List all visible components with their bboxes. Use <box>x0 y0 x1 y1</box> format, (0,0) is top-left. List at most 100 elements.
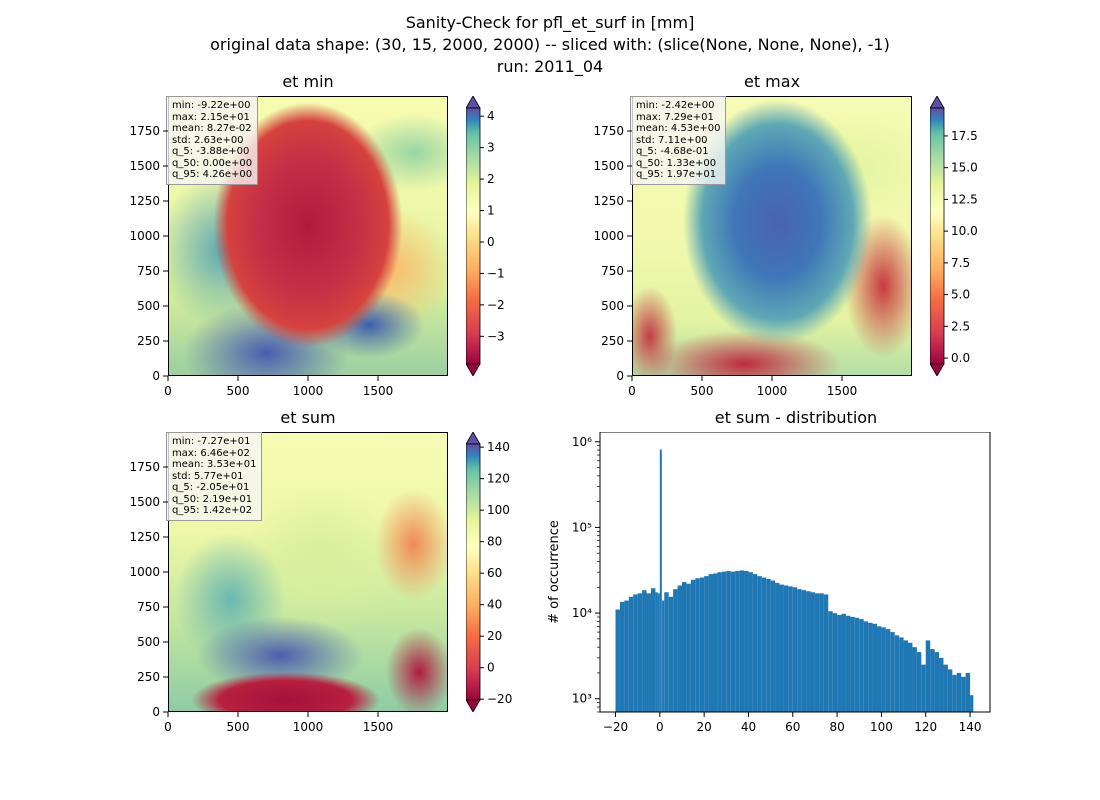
histogram-bar <box>881 627 886 712</box>
histogram-bar <box>952 674 957 712</box>
y-tick-label: 250 <box>601 334 624 348</box>
histogram-bar <box>868 622 873 712</box>
x-tick-label: 1500 <box>363 720 394 734</box>
histogram-bar <box>872 623 877 712</box>
histogram-bar <box>806 591 811 712</box>
stat-q50: q_50: 2.19e+01 <box>172 493 253 505</box>
histogram-bar <box>783 585 789 712</box>
histogram-bar <box>664 592 669 712</box>
histogram-title: et sum - distribution <box>714 408 878 427</box>
histogram-bar <box>708 574 714 712</box>
colorbar-tick-label: 2.5 <box>951 319 970 333</box>
y-tick-label: 1750 <box>593 124 624 138</box>
map-axes-et-max: 0 500 1000 1500 1750 1500 1250 1000 750 500 250 0 <box>593 124 857 398</box>
colorbar-tick-label: 2 <box>487 172 495 186</box>
x-tick-label: 0 <box>164 720 172 734</box>
colorbar-tick-label: 5.0 <box>951 288 970 302</box>
figure-title-line3: run: 2011_04 <box>496 57 604 76</box>
histogram-bar <box>726 570 731 712</box>
stat-max: max: 2.15e+01 <box>172 111 250 123</box>
y-tick-label: 750 <box>601 264 624 278</box>
stat-min: min: -2.42e+00 <box>636 100 715 111</box>
histogram-ylabel: # of occurrence <box>547 520 562 624</box>
x-tick-label: 500 <box>227 720 250 734</box>
histogram-bar <box>668 596 674 712</box>
histogram-bar <box>823 594 829 712</box>
y-tick-label: 500 <box>601 299 624 313</box>
histogram-bar <box>779 584 784 712</box>
colorbar-tick-label: 100 <box>487 503 510 517</box>
stat-q5: q_5: -3.88e+00 <box>172 146 250 157</box>
histogram-bar <box>850 616 855 712</box>
y-tick-label: 0 <box>616 369 624 383</box>
panel-title-et-sum: et sum <box>280 408 336 427</box>
x-tick-label: 20 <box>697 720 712 734</box>
colorbar-tick-label: 0 <box>487 235 495 249</box>
histogram-bar <box>876 626 882 712</box>
stats-box-et-max: min: -2.42e+00 max: 7.29e+01 mean: 4.53e… <box>630 96 727 185</box>
colorbar-tick-label: 20 <box>487 629 502 643</box>
y-tick-label: 1500 <box>129 495 160 509</box>
histogram-bar <box>633 594 638 712</box>
x-tick-label: −20 <box>603 720 628 734</box>
x-tick-label: 500 <box>691 384 714 398</box>
y-tick-label: 250 <box>137 334 160 348</box>
histogram-bar <box>690 579 696 712</box>
histogram-bar <box>642 590 647 712</box>
colorbar-tick-label: −2 <box>487 298 505 312</box>
histogram-bar <box>965 672 971 712</box>
x-tick-label: 1000 <box>757 384 788 398</box>
stat-mean: mean: 8.27e-02 <box>172 123 252 134</box>
y-tick-label: 10⁴ <box>572 606 592 620</box>
y-tick-label: 1250 <box>593 194 624 208</box>
y-tick-label: 1750 <box>129 124 160 138</box>
y-tick-label: 0 <box>152 705 160 719</box>
histogram-bar <box>695 578 700 712</box>
colorbar-et-min: 4 3 2 1 0 −1 −2 −3 <box>466 96 505 376</box>
y-tick-label: 1750 <box>129 460 160 474</box>
map-axes-et-min: 0 500 1000 1500 1750 1500 1250 1000 750 500 250 0 <box>129 124 393 398</box>
stat-max: max: 7.29e+01 <box>636 111 714 123</box>
y-tick-label: 250 <box>137 670 160 684</box>
x-tick-label: 0 <box>628 384 636 398</box>
histogram-bar <box>934 652 940 712</box>
histogram-bar <box>677 585 682 712</box>
y-tick-label: 1000 <box>593 229 624 243</box>
y-tick-label: 500 <box>137 299 160 313</box>
histogram-bar <box>819 593 824 712</box>
colorbar-tick-label: 15.0 <box>951 161 978 175</box>
colorbar-tick-label: 0 <box>487 661 495 675</box>
histogram-bar <box>859 619 864 712</box>
histogram-bar <box>730 571 736 712</box>
histogram-bar <box>713 573 718 712</box>
map-axes-et-sum: 0 500 1000 1500 1750 1500 1250 1000 750 500 250 0 <box>129 460 394 734</box>
stat-std: std: 7.11e+00 <box>636 134 708 146</box>
colorbar-tick-label: −3 <box>487 329 505 343</box>
histogram-bar <box>757 576 762 712</box>
stat-mean: mean: 3.53e+01 <box>172 459 257 470</box>
histogram-bar <box>717 572 722 712</box>
histogram-bar <box>766 578 771 712</box>
histogram-bar <box>686 583 691 712</box>
histogram-bar <box>704 576 709 712</box>
colorbar-tick-label: 80 <box>487 535 502 549</box>
histogram-bar <box>681 582 687 712</box>
histogram-bar <box>814 593 820 712</box>
histogram-bar <box>659 449 662 712</box>
figure-title-line1: Sanity-Check for pfl_et_surf in [mm] <box>405 13 695 32</box>
x-tick-label: 0 <box>164 384 172 398</box>
histogram-bar <box>916 652 922 712</box>
colorbar-tick-label: −1 <box>487 266 505 280</box>
histogram-bar <box>828 611 833 712</box>
histogram-bar <box>810 592 815 712</box>
histogram-bar <box>657 593 660 712</box>
stat-min: min: -7.27e+01 <box>172 436 251 447</box>
y-tick-label: 0 <box>152 369 160 383</box>
x-tick-label: 500 <box>227 384 250 398</box>
colorbar-tick-label: −20 <box>487 692 512 706</box>
colorbar-tick-label: 17.5 <box>951 129 978 143</box>
histogram-bar <box>961 676 966 712</box>
histogram-bar <box>699 577 705 712</box>
histogram-bar <box>863 621 869 712</box>
histogram-bar <box>845 615 851 712</box>
